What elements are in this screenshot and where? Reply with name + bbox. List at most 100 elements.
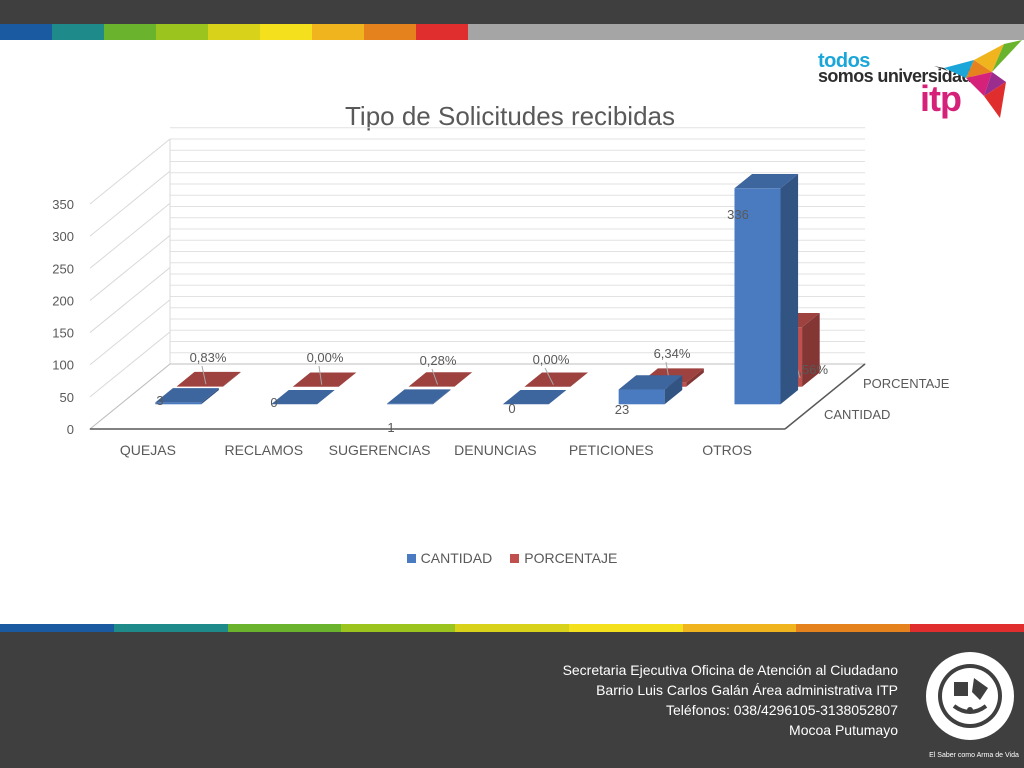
itp-seal-icon [926, 652, 1014, 740]
bar-cantidad-top [502, 390, 567, 405]
data-label-cantidad: 336 [727, 207, 749, 222]
bar-cantidad-top [271, 390, 335, 405]
bar-porcentaje-side [222, 371, 241, 387]
legend-swatch-porcentaje [510, 553, 520, 563]
bottom-stripe-segment [682, 624, 797, 632]
data-label-cantidad: 1 [387, 420, 394, 435]
y-tick-label: 300 [52, 229, 74, 244]
legend-item-cantidad: CANTIDAD [406, 550, 493, 566]
y-tick-label: 200 [52, 293, 74, 308]
side-wall-gridline [89, 267, 171, 333]
data-label-cantidad: 0 [508, 401, 515, 416]
chart-legend: CANTIDAD PORCENTAJE [0, 550, 1024, 566]
seal-motto: El Saber como Arma de Vida [929, 752, 1019, 759]
top-stripe-segment [104, 24, 156, 40]
x-tick-label: OTROS [702, 442, 752, 458]
top-stripe-segment [364, 24, 416, 40]
bar-cantidad-top [386, 389, 451, 404]
data-label-porcentaje: 0,00% [533, 352, 570, 367]
data-label-porcentaje: 6,34% [654, 346, 691, 361]
side-wall-gridline [89, 170, 171, 237]
top-stripe-segment [208, 24, 260, 40]
footer-contact: Secretaria Ejecutiva Oficina de Atención… [563, 660, 898, 740]
top-color-stripe [0, 24, 1024, 40]
footer-address-line: Barrio Luis Carlos Galán Área administra… [596, 682, 898, 698]
y-tick-label: 250 [52, 261, 74, 276]
data-label-leader [431, 368, 439, 385]
bottom-stripe-segment [796, 624, 911, 632]
bar-cantidad-side [780, 174, 799, 405]
bottom-stripe-segment [455, 624, 569, 632]
chart-title: Tipo de Solicitudes recibidas [345, 101, 675, 131]
footer-city-line: Mocoa Putumayo [789, 722, 898, 738]
bar-cantidad-front [155, 402, 202, 405]
x-tick-label: SUGERENCIAS [329, 442, 431, 458]
x-tick-label: DENUNCIAS [454, 442, 536, 458]
legend-label-cantidad: CANTIDAD [420, 550, 493, 566]
logo-text-todos: todos [818, 50, 870, 72]
bar-porcentaje-top [292, 372, 357, 387]
data-label-leader [544, 367, 554, 385]
column-chart: Tipo de Solicitudes recibidas05010015020… [52, 101, 950, 458]
top-stripe-segment [312, 24, 364, 40]
top-stripe-segment [0, 24, 52, 40]
bar-cantidad-side [432, 389, 451, 405]
hummingbird-icon [934, 40, 1022, 118]
y-tick-label: 150 [52, 326, 74, 341]
footer-phone-line: Teléfonos: 038/4296105-3138052807 [666, 702, 898, 718]
data-label-porcentaje: 0,28% [420, 353, 457, 368]
bottom-stripe-segment [568, 624, 683, 632]
top-stripe-segment [416, 24, 468, 40]
bar-cantidad-front [734, 188, 781, 405]
footer-office-line: Secretaria Ejecutiva Oficina de Atención… [562, 662, 898, 678]
data-label-cantidad: 3 [156, 393, 163, 408]
bar-cantidad-side [201, 388, 219, 405]
bar-porcentaje-top [176, 371, 241, 387]
bar-cantidad-front [386, 403, 433, 405]
bar-cantidad-side [664, 375, 683, 405]
bar-porcentaje-front [176, 386, 223, 387]
x-tick-label: PETICIONES [569, 442, 654, 458]
bottom-stripe-segment [113, 624, 228, 632]
bar-cantidad-top [734, 174, 799, 189]
y-tick-label: 100 [52, 358, 74, 373]
data-label-cantidad: 0 [270, 395, 277, 410]
x-tick-label: RECLAMOS [224, 442, 303, 458]
logo-text-somos-universidad: somos universidad [818, 66, 972, 86]
side-wall-gridline [89, 138, 171, 205]
bottom-stripe-segment [227, 624, 342, 632]
bar-cantidad-top [155, 388, 219, 403]
todos-somos-universidad-logo: todos somos universidad itp [816, 40, 1022, 128]
institution-seal: El Saber como Arma de Vida [924, 648, 1019, 760]
bar-cantidad-top [618, 375, 683, 390]
top-stripe-gray-segment [468, 24, 1024, 40]
bottom-stripe-segment [0, 624, 114, 632]
bar-porcentaje-side [802, 312, 820, 387]
data-label-leader [318, 365, 323, 385]
top-bar [0, 0, 1024, 24]
depth-label-porcentaje: PORCENTAJE [863, 376, 950, 391]
legend-item-porcentaje: PORCENTAJE [510, 550, 617, 566]
data-label-leader [201, 365, 207, 385]
logo-text-itp: itp [920, 78, 962, 119]
side-wall-gridline [89, 202, 171, 269]
data-label-porcentaje: 0,83% [190, 350, 227, 365]
side-wall-gridline [89, 331, 171, 398]
data-label-cantidad: 23 [615, 402, 629, 417]
legend-swatch-cantidad [406, 553, 416, 563]
depth-label-cantidad: CANTIDAD [824, 407, 890, 422]
footer: Secretaria Ejecutiva Oficina de Atención… [0, 632, 1024, 768]
top-stripe-segment [156, 24, 208, 40]
bar-porcentaje-top [524, 372, 589, 387]
legend-label-porcentaje: PORCENTAJE [524, 550, 618, 566]
bottom-stripe-segment [341, 624, 456, 632]
top-stripe-segment [260, 24, 312, 40]
bar-porcentaje-side [686, 368, 704, 387]
bottom-color-stripe [0, 624, 1024, 632]
y-tick-label: 0 [67, 422, 74, 437]
bar-cantidad-front [618, 389, 665, 405]
bar-porcentaje-top [408, 372, 473, 387]
side-wall-gridline [89, 299, 171, 366]
depth-axis-line [784, 363, 866, 430]
y-tick-label: 350 [52, 197, 74, 212]
